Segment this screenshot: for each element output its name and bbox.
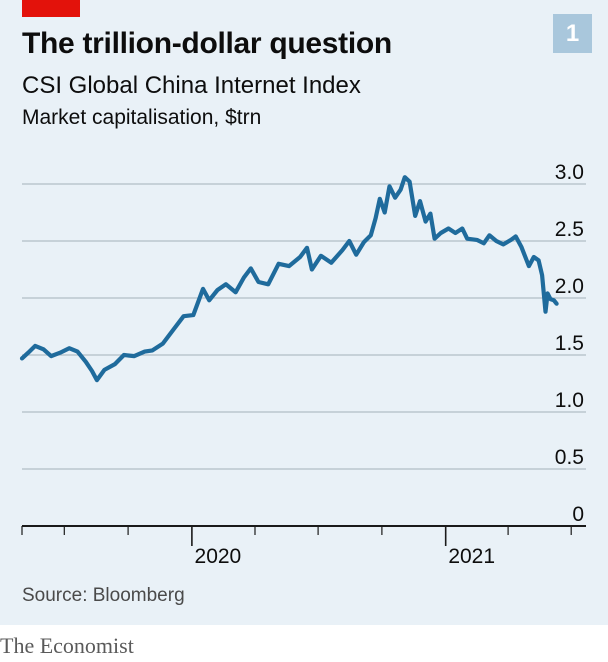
chart-subtitle: CSI Global China Internet Index	[22, 72, 361, 99]
chart-number-badge: 1	[553, 14, 592, 53]
y-tick-label: 0.5	[555, 446, 584, 469]
y-axis-ticks: 0 0.5 1.0 1.5 2.0 2.5 3.0	[555, 161, 584, 526]
line-chart: 0 0.5 1.0 1.5 2.0 2.5 3.0 2020 2021	[19, 161, 586, 568]
series-line	[19, 175, 559, 383]
y-tick-label: 1.0	[555, 389, 584, 412]
unit-label: Market capitalisation, $trn	[22, 106, 262, 129]
y-tick-label: 0	[572, 503, 584, 526]
y-tick-label: 2.5	[555, 218, 584, 241]
x-tick-label: 2021	[448, 545, 495, 568]
publisher-brand: The Economist	[0, 633, 134, 658]
source-note: Source: Bloomberg	[22, 585, 185, 606]
y-tick-label: 3.0	[555, 161, 584, 184]
x-tick-label: 2020	[195, 545, 242, 568]
brand-red-tag	[22, 0, 80, 17]
series-layer	[19, 175, 559, 383]
y-tick-label: 1.5	[555, 332, 584, 355]
x-axis: 2020 2021	[21, 525, 586, 568]
chart-title: The trillion-dollar question	[22, 27, 392, 60]
gridlines	[22, 183, 586, 470]
y-tick-label: 2.0	[555, 275, 584, 298]
chart-panel	[0, 0, 608, 625]
